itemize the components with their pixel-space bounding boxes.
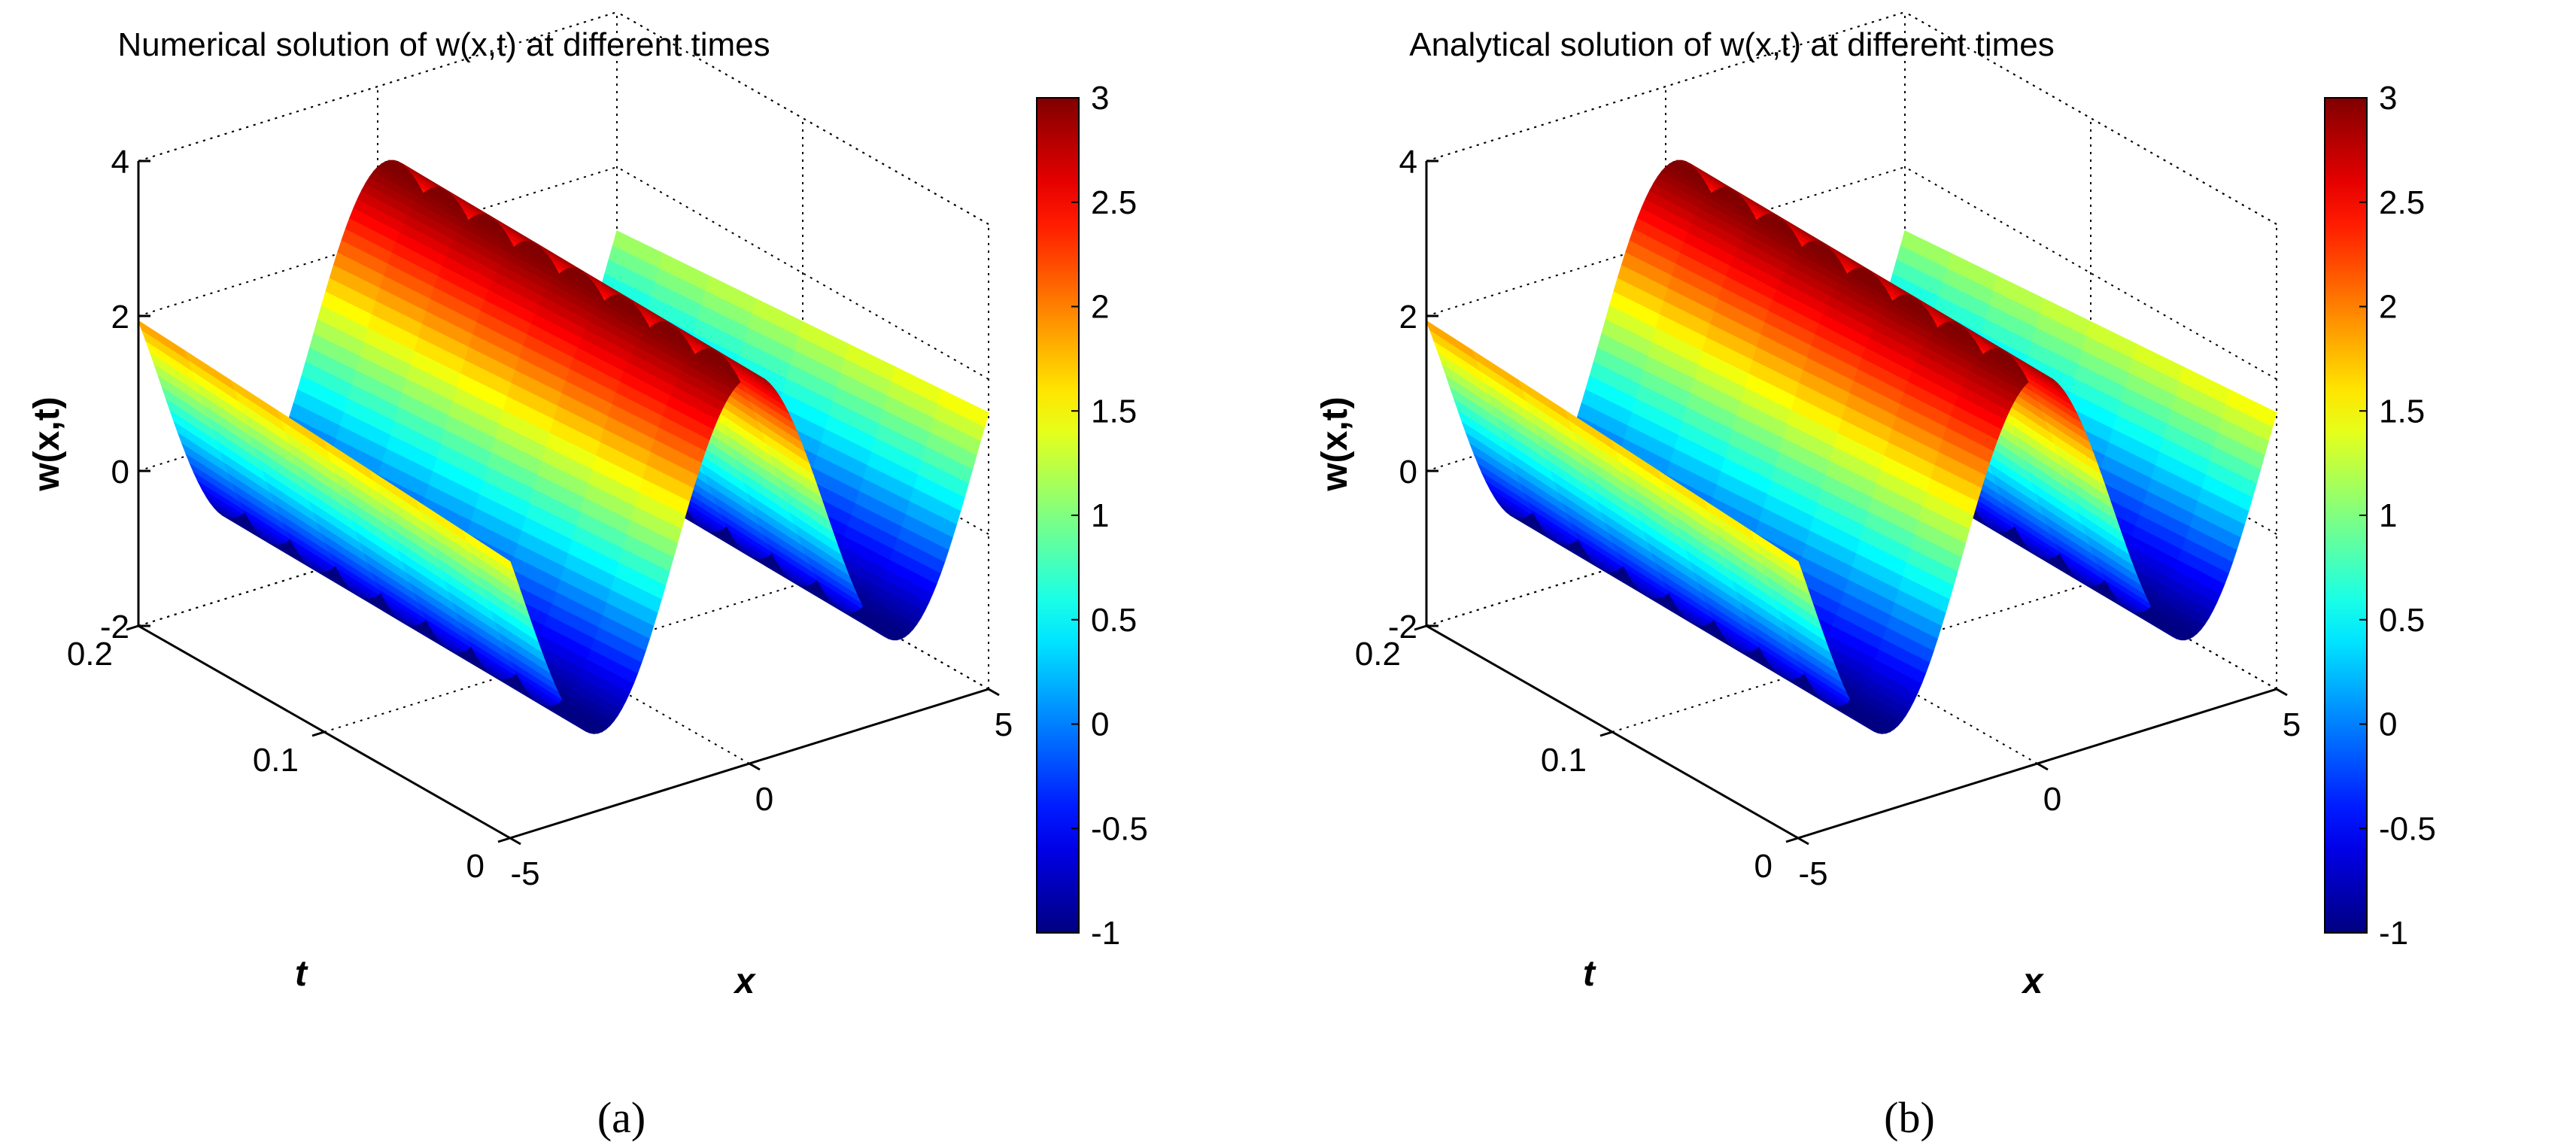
z-tick-label: -2 (1388, 609, 1417, 645)
surface (137, 159, 989, 734)
colorbar-tick-label: -0.5 (1091, 810, 1148, 847)
y-axis-label: t (1583, 954, 1596, 994)
z-tick-label: 2 (1399, 299, 1417, 336)
chart-panel-b: Analytical solution of w(x,t) at differe… (1288, 0, 2576, 1148)
grid-line (1426, 166, 1906, 317)
surface-patch (937, 389, 989, 427)
colorbar-tick-label: 1.5 (1091, 393, 1137, 430)
x-tick-label: 0 (2043, 781, 2061, 818)
tick-labels: -5 0 5 0 0.1 0.2-2 0 2 4 (1355, 144, 2301, 892)
colorbar-tick-label: 2.5 (1091, 184, 1137, 221)
t-tick-label: 0 (466, 848, 485, 885)
x-tick-mark (2037, 762, 2049, 771)
colorbar-tick-label: 0.5 (1091, 602, 1137, 639)
grid-line (1426, 11, 1906, 162)
chart-title: Analytical solution of w(x,t) at differe… (1409, 26, 2055, 63)
caption-a: (a) (597, 1093, 646, 1142)
grid-line (138, 11, 618, 162)
grid-line (1426, 476, 1906, 627)
colorbar-tick-label: -0.5 (2379, 810, 2436, 847)
colorbar-tick-label: 1.5 (2379, 393, 2425, 430)
x-tick-mark (2276, 688, 2288, 697)
t-tick-mark (311, 730, 325, 737)
colorbar: -1 -0.5 0 0.5 1 1.5 2 2.5 3 (1036, 80, 1148, 952)
t-tick-mark (1414, 624, 1427, 631)
colorbar-tick-label: 3 (2379, 80, 2397, 117)
colorbar-tick-label: -1 (2379, 915, 2408, 952)
y-axis-label: t (295, 954, 308, 994)
chart-title: Numerical solution of w(x,t) at differen… (117, 26, 770, 63)
colorbar-tick-label: 0 (2379, 706, 2397, 743)
x-tick-mark (1797, 837, 1809, 846)
x-axis-label: x (733, 961, 757, 1001)
z-tick-label: 0 (1399, 454, 1417, 490)
grid-line (324, 582, 803, 733)
x-tick-label: 5 (2283, 706, 2301, 743)
colorbar-tick-label: -1 (1091, 915, 1120, 952)
panel-caption: (b) (1884, 1093, 1935, 1142)
t-tick-label: 0.1 (253, 742, 299, 779)
z-tick-label: -2 (100, 609, 129, 645)
t-tick-label: 0.2 (67, 636, 113, 673)
z-axis-label: w(x,t) (27, 396, 67, 491)
colorbar-tick-label: 1 (1091, 497, 1109, 534)
tick-labels: -5 0 5 0 0.1 0.2-2 0 2 4 (67, 144, 1013, 892)
x-tick-label: -5 (510, 855, 539, 892)
x-tick-mark (509, 837, 521, 846)
colorbar-tick-label: 0.5 (2379, 602, 2425, 639)
surface-patch (2225, 389, 2277, 427)
x-tick-label: 5 (995, 706, 1013, 743)
surface (1425, 159, 2277, 734)
z-tick-label: 4 (1399, 144, 1417, 181)
t-tick-mark (497, 837, 511, 843)
x-tick-mark (988, 688, 1000, 697)
front-axes (1414, 159, 2288, 846)
colorbar-tick-label: 0 (1091, 706, 1109, 743)
grid-line (138, 476, 618, 627)
surface-plot-b: Analytical solution of w(x,t) at differe… (1315, 11, 2436, 1142)
z-tick-label: 2 (111, 299, 129, 336)
colorbar-tick-label: 2.5 (2379, 184, 2425, 221)
surface-plot-a: Numerical solution of w(x,t) at differen… (27, 11, 1148, 1142)
chart-panel-a: Numerical solution of w(x,t) at differen… (27, 11, 1148, 1142)
z-axis-label: w(x,t) (1315, 396, 1355, 491)
colorbar-tick-label: 2 (1091, 289, 1109, 326)
t-tick-label: 0.1 (1541, 742, 1587, 779)
grid-line (1612, 582, 2091, 733)
colorbar-tick-label: 3 (1091, 80, 1109, 117)
x-axis-label: x (2021, 961, 2045, 1001)
grid-line (138, 166, 618, 317)
x-tick-mark (749, 762, 761, 771)
x-tick-label: 0 (755, 781, 773, 818)
front-axes (126, 159, 1000, 846)
z-tick-label: 0 (111, 454, 129, 490)
caption-b: (b) (1884, 1093, 1935, 1142)
x-tick-label: -5 (1798, 855, 1827, 892)
panel-caption: (a) (597, 1093, 646, 1142)
colorbar-tick-label: 2 (2379, 289, 2397, 326)
z-tick-label: 4 (111, 144, 129, 181)
t-tick-mark (1785, 837, 1799, 843)
t-tick-label: 0.2 (1355, 636, 1401, 673)
colorbar-tick-label: 1 (2379, 497, 2397, 534)
colorbar: -1 -0.5 0 0.5 1 1.5 2 2.5 3 (2324, 80, 2436, 952)
t-tick-label: 0 (1754, 848, 1773, 885)
t-tick-mark (1599, 730, 1613, 737)
t-tick-mark (126, 624, 139, 631)
